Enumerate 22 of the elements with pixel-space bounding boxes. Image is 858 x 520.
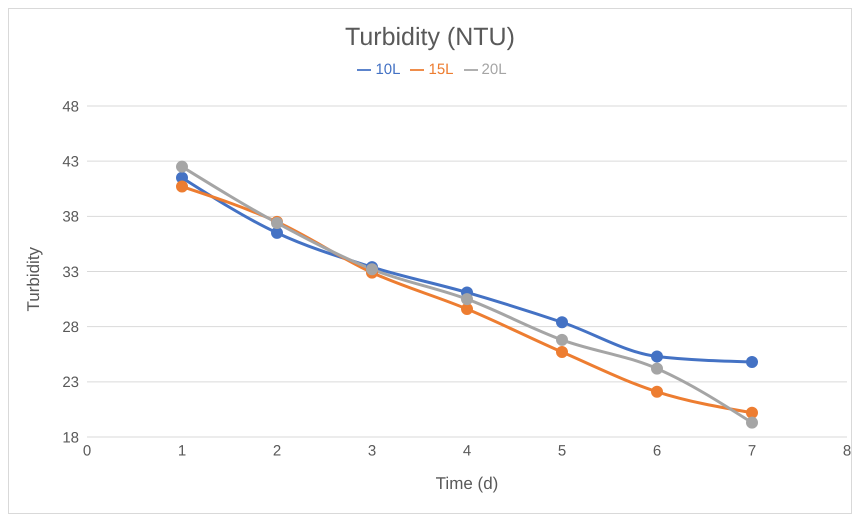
x-tick-label: 0 (82, 442, 92, 460)
legend-label: 20L (482, 61, 507, 78)
y-tick-label: 43 (62, 153, 79, 170)
x-tick-label: 1 (178, 442, 186, 460)
x-tick-label: 3 (368, 442, 376, 460)
legend-label: 15L (428, 61, 454, 78)
x-tick-label: 8 (842, 442, 852, 460)
x-tick-label: 6 (652, 442, 662, 460)
x-tick-label: 4 (462, 442, 472, 460)
y-axis-title: Turbidity (24, 246, 44, 312)
y-tick-label: 18 (62, 429, 79, 446)
x-tick-label: 5 (558, 442, 566, 460)
chart-title: Turbidity (NTU) (344, 23, 516, 52)
x-axis-title: Time (d) (436, 474, 498, 493)
y-tick-label: 28 (62, 318, 79, 336)
y-tick-label: 48 (62, 98, 79, 116)
legend-label: 10L (375, 61, 400, 78)
x-tick-label: 7 (748, 442, 756, 460)
y-tick-label: 33 (62, 264, 79, 281)
y-tick-label: 38 (62, 208, 79, 226)
y-tick-label: 23 (62, 374, 79, 392)
x-tick-label: 2 (272, 442, 282, 460)
